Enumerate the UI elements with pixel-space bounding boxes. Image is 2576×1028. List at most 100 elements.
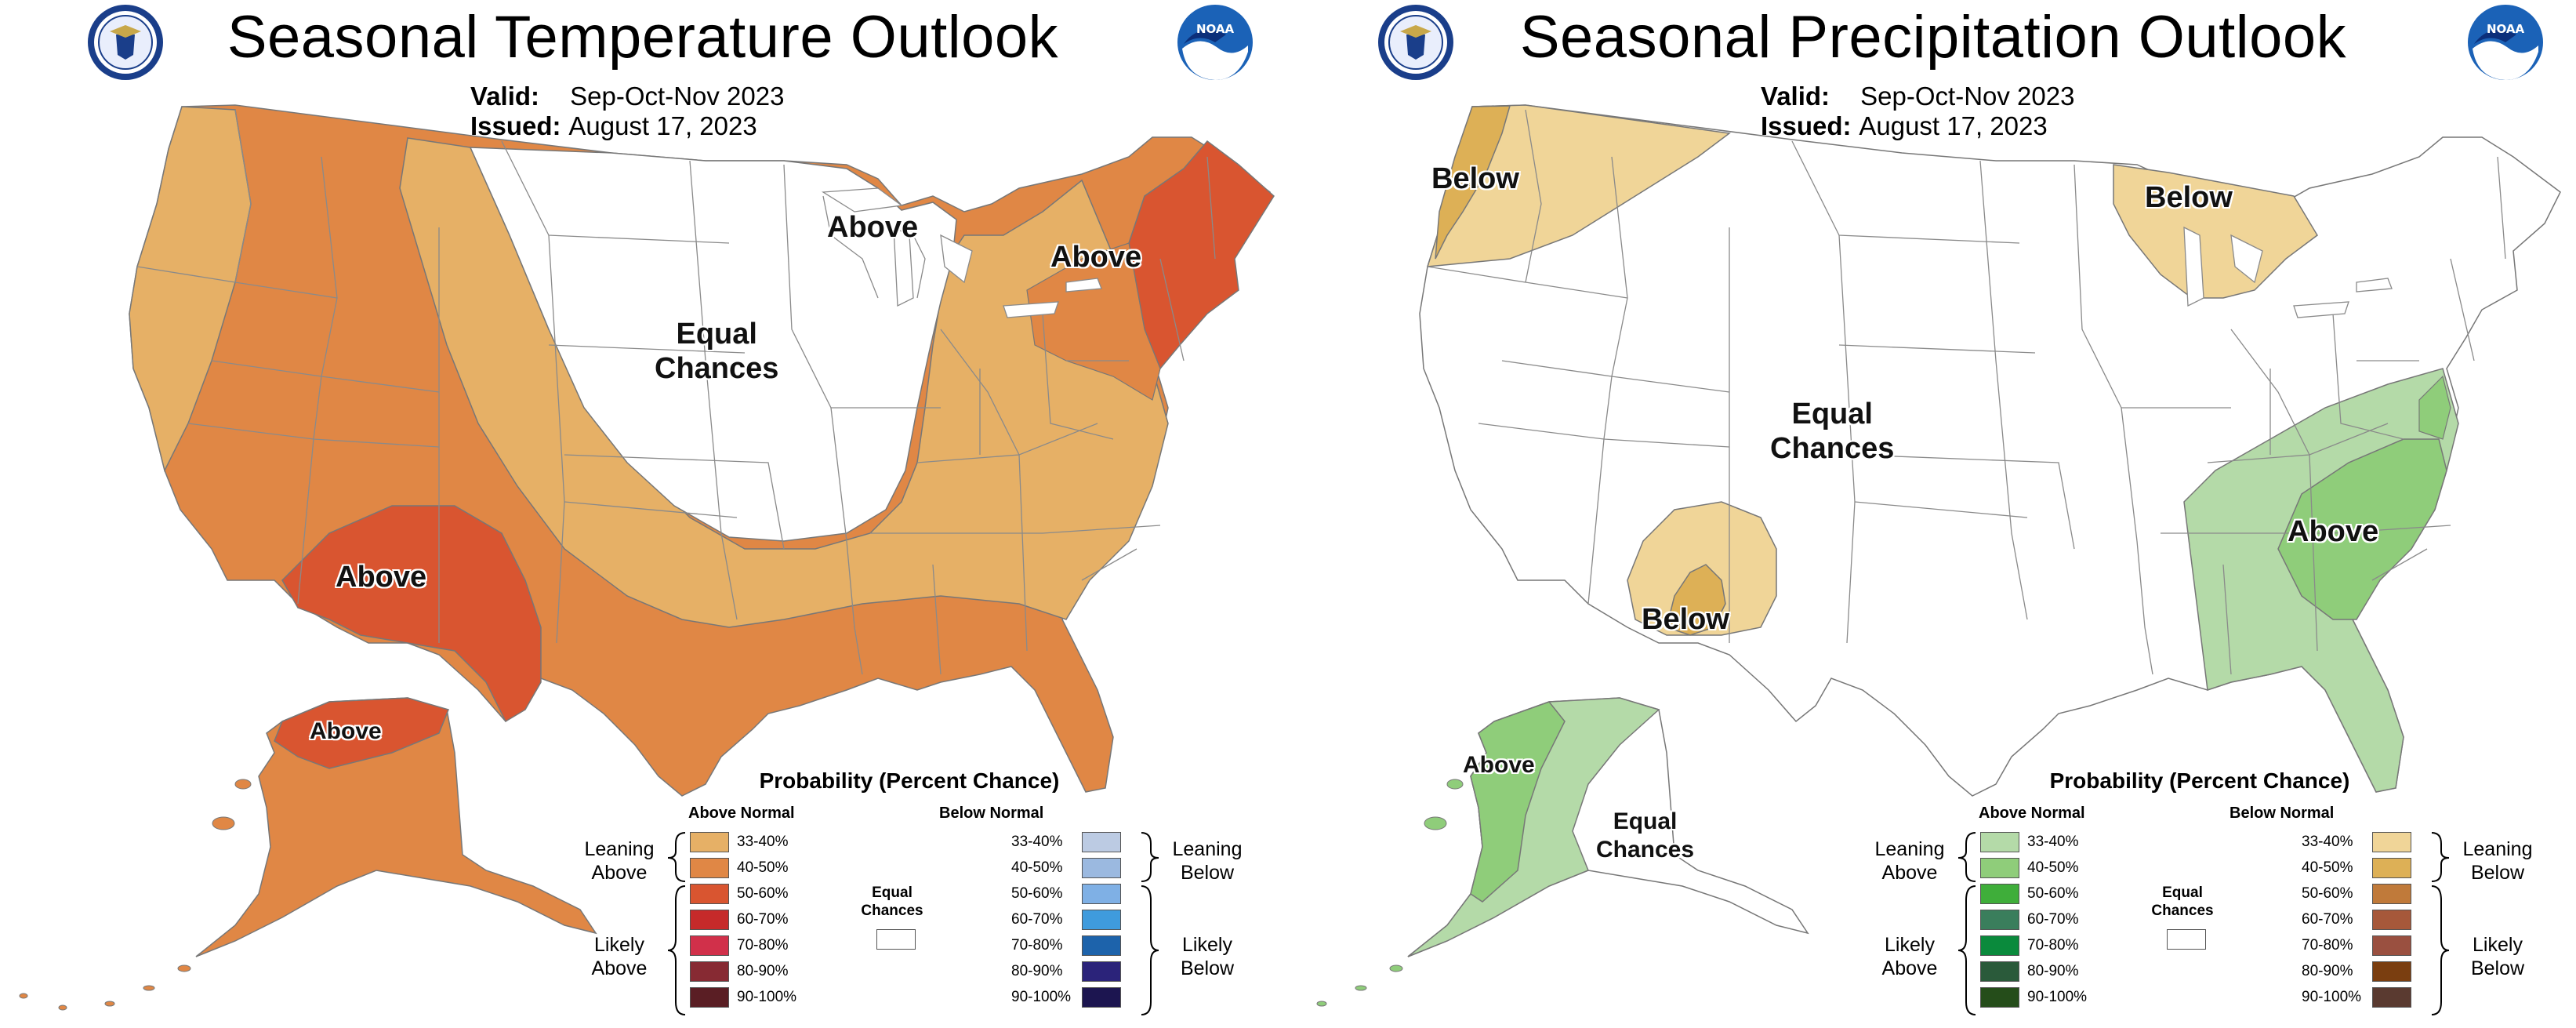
legend-label: 33-40% bbox=[2302, 834, 2353, 850]
legend-swatch bbox=[1980, 935, 2019, 956]
legend-row: 50-60% bbox=[572, 883, 1262, 905]
legend-label: 90-100% bbox=[737, 989, 797, 1005]
legend-swatch bbox=[2372, 832, 2411, 852]
legend-label: 60-70% bbox=[2302, 911, 2353, 928]
legend-swatch bbox=[2372, 935, 2411, 956]
legend-swatch bbox=[2372, 987, 2411, 1008]
temperature-outlook-panel: Seasonal Temperature Outlook Valid: Sep-… bbox=[0, 0, 1286, 1028]
legend-above-head: Above Normal bbox=[1979, 805, 2085, 822]
legend-brace-left bbox=[667, 832, 686, 1015]
southwest-below-40 bbox=[1666, 564, 1726, 636]
legend-brace-left bbox=[1957, 832, 1976, 1015]
legend-brace-right bbox=[2431, 832, 2450, 1015]
legend-row: 40-50% bbox=[572, 857, 1262, 879]
legend-swatch bbox=[690, 987, 729, 1008]
legend-leaning-above: Leaning Above bbox=[1874, 838, 1945, 884]
legend-label: 60-70% bbox=[737, 911, 789, 928]
issued-value: August 17, 2023 bbox=[568, 111, 757, 140]
legend-likely-above: Likely Above bbox=[1881, 934, 1938, 979]
alaska-above-40 bbox=[1470, 701, 1566, 903]
legend-swatch bbox=[2372, 910, 2411, 930]
legend-below-head: Below Normal bbox=[939, 805, 1044, 822]
legend-label: 40-50% bbox=[2302, 859, 2353, 876]
valid-line: Valid: Sep-Oct-Nov 2023 bbox=[470, 82, 784, 111]
legend-swatch bbox=[1082, 832, 1121, 852]
legend-row: 80-90% bbox=[1863, 961, 2552, 983]
legend-label: 90-100% bbox=[1011, 989, 1072, 1005]
legend-row: 40-50% bbox=[1863, 857, 2552, 879]
commerce-seal-icon bbox=[1378, 5, 1453, 80]
temperature-map bbox=[19, 104, 1275, 1011]
legend-row: 40-50% bbox=[1863, 857, 2552, 879]
alaska-equal-label: Equal Chances bbox=[1596, 808, 1695, 863]
legend-row: 70-80% bbox=[572, 935, 1262, 957]
legend-swatch bbox=[1082, 935, 1121, 956]
legend-row: 50-60% bbox=[1863, 883, 2552, 905]
great-lakes bbox=[821, 187, 1102, 318]
legend-equal-swatch bbox=[876, 929, 916, 950]
central-equal-label: Equal Chances bbox=[655, 318, 779, 385]
legend-row: 80-90% bbox=[572, 961, 1262, 983]
legend-row: 70-80% bbox=[1863, 935, 2552, 957]
legend-label: 40-50% bbox=[737, 859, 789, 876]
legend-label: 80-90% bbox=[2302, 963, 2353, 979]
legend-label: 70-80% bbox=[1011, 937, 1063, 954]
legend-label: 70-80% bbox=[737, 937, 789, 954]
northeast-above-label: Above bbox=[1050, 241, 1142, 274]
legend-swatch bbox=[1980, 910, 2019, 930]
legend-likely-below: Likely Below bbox=[1180, 934, 1235, 979]
legend-label: 50-60% bbox=[737, 885, 789, 902]
legend-row: 80-90% bbox=[572, 961, 1262, 983]
legend-row: 60-70% bbox=[1863, 909, 2552, 931]
legend-swatch bbox=[1980, 858, 2019, 878]
northwest-below-label: Below bbox=[1431, 162, 1519, 195]
great-lakes bbox=[2183, 226, 2393, 318]
valid-label: Valid: bbox=[1761, 82, 1830, 111]
valid-value: Sep-Oct-Nov 2023 bbox=[570, 82, 785, 111]
legend-row: 60-70% bbox=[572, 909, 1262, 931]
valid-value: Sep-Oct-Nov 2023 bbox=[1860, 82, 2075, 111]
legend-likely-below: Likely Below bbox=[2470, 934, 2525, 979]
legend-swatch bbox=[1980, 884, 2019, 904]
great-lakes-below-33 bbox=[2113, 164, 2318, 299]
legend-label: 60-70% bbox=[2027, 911, 2079, 928]
noaa-logo: NOAA bbox=[1177, 5, 1253, 80]
temperature-legend: Probability (Percent Chance) Above Norma… bbox=[572, 768, 1262, 1019]
legend-swatch bbox=[1980, 832, 2019, 852]
precipitation-outlook-panel: Seasonal Precipitation Outlook Valid: Se… bbox=[1290, 0, 2576, 1028]
legend-label: 50-60% bbox=[2302, 885, 2353, 902]
legend-swatch bbox=[690, 884, 729, 904]
southwest-below-label: Below bbox=[1642, 603, 1729, 636]
legend-label: 40-50% bbox=[2027, 859, 2079, 876]
southwest-above-label: Above bbox=[336, 561, 427, 594]
legend-equal-swatch bbox=[2167, 929, 2206, 950]
legend-row: 90-100% bbox=[1863, 986, 2552, 1008]
legend-row: 33-40% bbox=[572, 831, 1262, 853]
central-equal-label: Equal Chances bbox=[1770, 398, 1895, 465]
noaa-text: NOAA bbox=[1196, 22, 1235, 36]
noaa-logo: NOAA bbox=[2468, 5, 2543, 80]
legend-row: 80-90% bbox=[1863, 961, 2552, 983]
issued-line: Issued: August 17, 2023 bbox=[1761, 111, 2048, 141]
valid-label: Valid: bbox=[470, 82, 540, 111]
legend-below-head: Below Normal bbox=[2230, 805, 2335, 822]
legend-swatch bbox=[2372, 961, 2411, 982]
legend-row: 33-40% bbox=[572, 831, 1262, 853]
legend-swatch bbox=[1082, 858, 1121, 878]
legend-label: 90-100% bbox=[2027, 989, 2088, 1005]
legend-label: 60-70% bbox=[1011, 911, 1063, 928]
legend-row: 90-100% bbox=[572, 986, 1262, 1008]
aleutian-islands bbox=[1316, 779, 1464, 1007]
great-lakes-below-label: Below bbox=[2145, 181, 2233, 214]
state-borders bbox=[136, 109, 1216, 675]
issued-label: Issued: bbox=[470, 111, 561, 140]
northeast-above-50 bbox=[1128, 140, 1275, 370]
legend-swatch bbox=[690, 858, 729, 878]
legend-label: 80-90% bbox=[1011, 963, 1063, 979]
legend-swatch bbox=[2372, 884, 2411, 904]
legend-label: 70-80% bbox=[2027, 937, 2079, 954]
legend-swatch bbox=[1082, 961, 1121, 982]
legend-swatch bbox=[1082, 884, 1121, 904]
legend-likely-above: Likely Above bbox=[591, 934, 648, 979]
legend-row: 50-60% bbox=[572, 883, 1262, 905]
